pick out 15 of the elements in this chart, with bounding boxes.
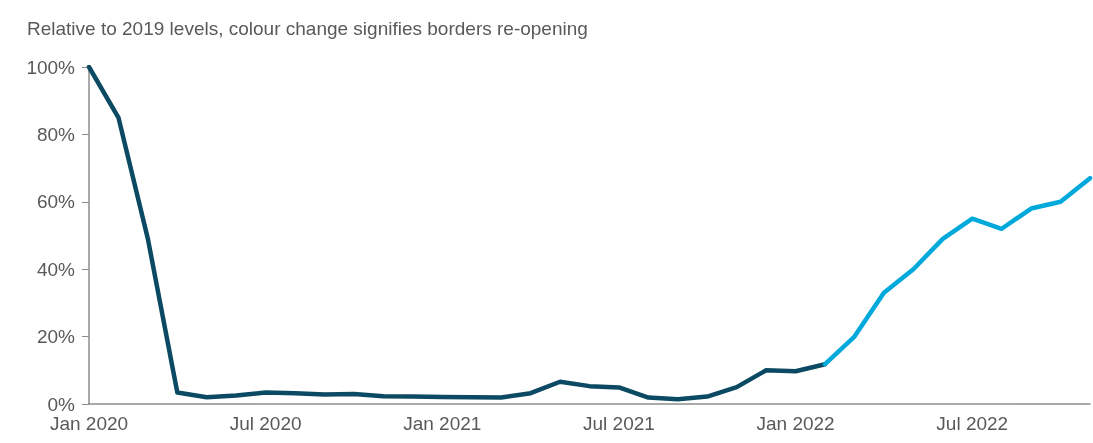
y-tick-label: 20% — [36, 326, 76, 348]
x-tick-label: Jan 2022 — [756, 413, 835, 434]
chart-title: Relative to 2019 levels, colour change signifies borders re-opening — [27, 18, 588, 39]
x-tick-label: Jan 2020 — [49, 413, 129, 434]
line-series — [86, 64, 828, 402]
y-tick-label: 40% — [36, 258, 76, 280]
y-tick-label: 60% — [36, 191, 76, 213]
line-series — [822, 175, 1093, 367]
y-tick-label: 80% — [36, 123, 76, 145]
y-tick-label: 100% — [26, 56, 76, 78]
y-tick-label: 0% — [47, 393, 76, 415]
x-tick-label: Jul 2020 — [229, 413, 302, 434]
x-tick-label: Jul 2021 — [583, 413, 655, 434]
x-tick-label: Jul 2022 — [936, 413, 1009, 434]
x-tick-label: Jan 2021 — [403, 413, 482, 434]
